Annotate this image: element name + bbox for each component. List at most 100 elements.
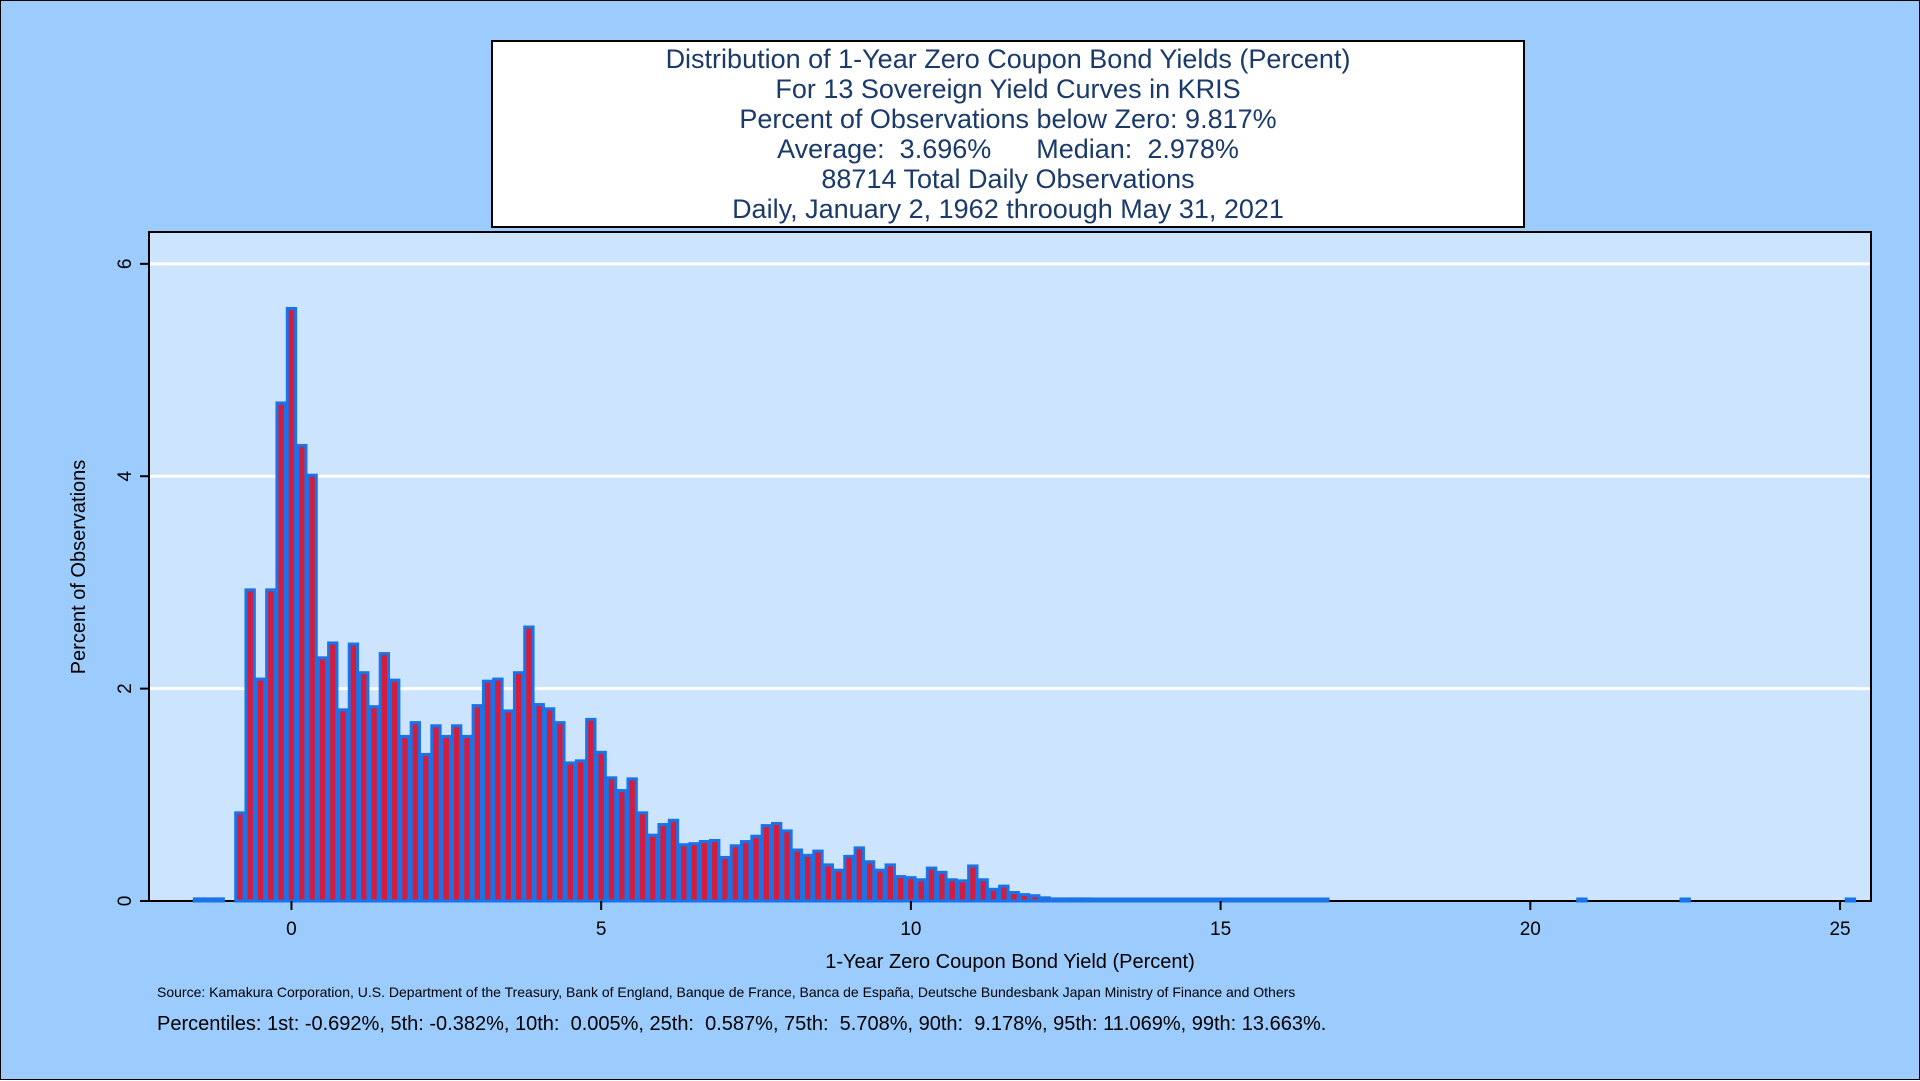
histogram-bar: [213, 897, 225, 903]
histogram-bar: [1297, 897, 1309, 903]
histogram-bar: [740, 840, 752, 903]
gridlines: [150, 262, 1870, 691]
histogram-bar: [1256, 897, 1268, 903]
histogram-bar: [574, 759, 587, 903]
x-axis-title: 1-Year Zero Coupon Bond Yield (Percent): [825, 951, 1194, 973]
x-axis: 0 5 10 15 20 25: [286, 901, 1851, 940]
histogram-bar: [719, 855, 731, 903]
histogram-bar: [1152, 897, 1165, 903]
histogram-bar: [337, 708, 349, 903]
histogram-bar: [244, 588, 256, 903]
histogram-bar: [956, 879, 969, 903]
histogram-bar: [327, 641, 339, 903]
histogram-bar: [698, 840, 711, 903]
histogram-bar: [1245, 897, 1258, 903]
y-tick-label: 6: [115, 259, 136, 270]
bars: [192, 306, 1857, 903]
histogram-bar: [832, 868, 845, 903]
x-tick-label: 0: [286, 919, 297, 940]
chart-title-box: Distribution of 1-Year Zero Coupon Bond …: [491, 40, 1525, 228]
histogram-bar: [1266, 897, 1278, 903]
histogram-bar: [770, 821, 783, 903]
histogram-bar: [1225, 897, 1237, 903]
title-line-6: Daily, January 2, 1962 throough May 31, …: [732, 194, 1284, 224]
histogram-bar: [667, 818, 680, 903]
histogram-bar: [1142, 897, 1154, 903]
histogram-bar: [1844, 897, 1857, 903]
histogram-bar: [678, 843, 690, 903]
histogram-bar: [822, 863, 834, 903]
histogram-bar: [1163, 897, 1175, 903]
histogram-bar: [1183, 897, 1196, 903]
histogram-bar: [450, 724, 463, 903]
histogram-bar: [760, 824, 773, 903]
histogram-bar: [461, 734, 473, 903]
x-tick-label: 20: [1520, 919, 1541, 940]
histogram-bar: [605, 776, 618, 903]
histogram-bar: [1018, 893, 1031, 903]
histogram-bar: [1060, 897, 1072, 903]
histogram-bar: [389, 678, 401, 903]
histogram-bar: [1049, 897, 1062, 903]
histogram-bar: [543, 707, 556, 903]
histogram-bar: [347, 642, 360, 903]
histogram-bar: [1204, 897, 1216, 903]
x-tick-label: 15: [1210, 919, 1231, 940]
histogram-bar: [1194, 897, 1206, 903]
histogram-bar: [554, 721, 566, 903]
histogram-bar: [905, 876, 917, 903]
histogram-bar: [894, 875, 907, 903]
histogram-bar: [801, 853, 814, 903]
histogram-bar: [884, 863, 896, 903]
histogram-bar: [1318, 897, 1330, 903]
histogram-bar: [812, 849, 824, 903]
histogram-bar: [203, 897, 215, 903]
y-axis: 0 2 4 6: [115, 259, 149, 907]
histogram-bar: [533, 703, 545, 903]
x-tick-label: 5: [596, 919, 607, 940]
histogram-bar: [688, 842, 700, 903]
histogram-bar: [1307, 897, 1320, 903]
y-tick-label: 4: [115, 471, 136, 482]
histogram-bar: [1679, 897, 1691, 903]
histogram-bar: [874, 868, 886, 903]
histogram-bar: [626, 777, 638, 903]
histogram-bar: [1235, 897, 1247, 903]
histogram-bar: [306, 473, 318, 903]
histogram-bar: [409, 721, 422, 903]
histogram-bar: [1576, 897, 1588, 903]
histogram-bar: [368, 705, 380, 903]
histogram-bar: [1080, 897, 1093, 903]
histogram-bar: [967, 864, 979, 903]
histogram-bar: [502, 709, 514, 903]
title-line-5: 88714 Total Daily Observations: [821, 164, 1195, 194]
histogram-bar: [616, 789, 628, 903]
histogram-bar: [657, 823, 669, 903]
histogram-bar: [946, 878, 958, 903]
histogram-bar: [936, 870, 948, 903]
histogram-bar: [358, 671, 370, 903]
histogram-bar: [750, 834, 762, 903]
histogram-bar: [647, 833, 659, 903]
histogram-bar: [791, 848, 804, 903]
title-line-3: Percent of Observations below Zero: 9.81…: [739, 104, 1277, 134]
histogram-bar: [285, 306, 298, 903]
histogram-bar: [1070, 897, 1082, 903]
histogram-bar: [977, 878, 989, 903]
histogram-bar: [987, 887, 1000, 903]
histogram-bar: [998, 884, 1010, 903]
y-tick-label: 0: [115, 896, 136, 907]
histogram-bar: [1039, 896, 1051, 903]
histogram-bar: [915, 878, 927, 903]
histogram-bar: [709, 838, 721, 903]
histogram-bar: [512, 671, 525, 903]
histogram-bar: [254, 677, 267, 903]
histogram-bar: [564, 761, 576, 903]
histogram-bar: [585, 717, 597, 903]
percentiles-note: Percentiles: 1st: -0.692%, 5th: -0.382%,…: [157, 1013, 1327, 1035]
histogram-bar: [471, 704, 483, 903]
histogram-bar: [1173, 897, 1185, 903]
title-line-4: Average: 3.696% Median: 2.978%: [777, 134, 1239, 164]
histogram-bar: [192, 897, 205, 903]
